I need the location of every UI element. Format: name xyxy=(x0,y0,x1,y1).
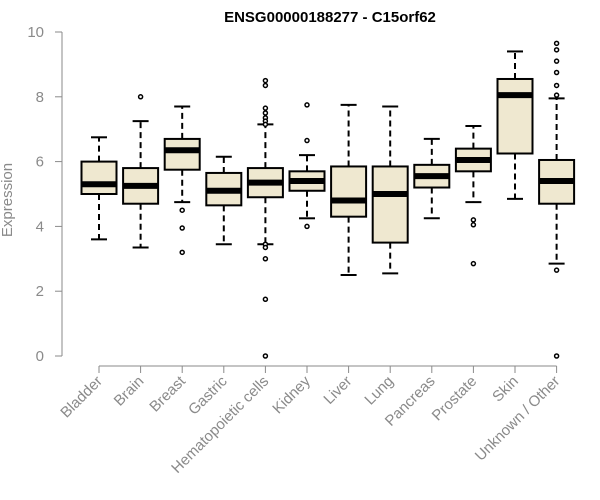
outlier-point xyxy=(262,110,269,116)
box-skin xyxy=(496,50,534,200)
x-tick-label: Brain xyxy=(111,373,148,410)
box-gastric xyxy=(205,155,243,246)
outlier-point xyxy=(304,223,310,230)
outlier-point xyxy=(179,249,185,256)
y-tick-label: 10 xyxy=(27,24,44,41)
outlier-point xyxy=(553,69,560,76)
box-liver xyxy=(330,103,368,276)
box-series xyxy=(80,40,576,359)
y-tick-label: 6 xyxy=(36,154,44,171)
y-axis: 0 2 4 6 8 10 xyxy=(27,24,63,365)
chart-title: ENSG00000188277 - C15orf62 xyxy=(224,9,436,26)
box-iqr xyxy=(496,77,534,155)
outlier-point xyxy=(553,267,560,273)
outlier-point xyxy=(262,77,269,84)
outlier-point xyxy=(553,40,560,47)
outlier-point xyxy=(304,137,310,144)
outlier-point xyxy=(262,353,269,359)
box-breast xyxy=(163,105,201,256)
x-tick-label: Bladder xyxy=(57,373,106,422)
box-iqr xyxy=(80,160,118,196)
y-tick-label: 0 xyxy=(36,348,44,365)
box-iqr xyxy=(371,165,409,244)
y-tick-label: 8 xyxy=(36,89,44,106)
outlier-point xyxy=(553,58,560,64)
box-iqr xyxy=(330,165,368,218)
x-tick-label: Skin xyxy=(489,373,522,406)
x-tick-label: Kidney xyxy=(269,372,314,417)
x-tick-label: Liver xyxy=(320,373,355,408)
x-tick-label: Breast xyxy=(146,372,189,415)
outlier-point xyxy=(304,102,310,108)
y-axis-label: Expression xyxy=(0,163,16,237)
box-iqr xyxy=(163,137,201,171)
box-unknown-other xyxy=(538,40,576,359)
outlier-point xyxy=(262,256,269,262)
box-bladder xyxy=(80,136,118,241)
box-pancreas xyxy=(413,137,451,220)
outlier-point xyxy=(262,82,269,89)
outlier-point xyxy=(262,296,269,303)
outlier-point xyxy=(179,207,185,213)
x-tick-label: Lung xyxy=(361,373,397,409)
box-hematopoietic-cells xyxy=(246,77,284,359)
x-tick-label: Prostate xyxy=(429,373,481,425)
outlier-point xyxy=(262,121,269,128)
outlier-point xyxy=(553,353,560,359)
outlier-point xyxy=(553,47,560,53)
outlier-point xyxy=(470,217,477,223)
outlier-point xyxy=(470,260,477,267)
outlier-point xyxy=(179,225,185,231)
outlier-point xyxy=(262,105,269,111)
box-lung xyxy=(371,105,409,275)
outlier-point xyxy=(470,222,477,228)
outlier-point xyxy=(553,92,560,98)
y-tick-label: 4 xyxy=(36,218,44,235)
y-tick-label: 2 xyxy=(36,283,44,300)
outlier-point xyxy=(262,244,269,251)
outlier-point xyxy=(553,82,560,89)
outlier-point xyxy=(137,94,144,100)
box-prostate xyxy=(454,124,492,267)
box-brain xyxy=(122,94,160,249)
box-kidney xyxy=(288,102,326,230)
